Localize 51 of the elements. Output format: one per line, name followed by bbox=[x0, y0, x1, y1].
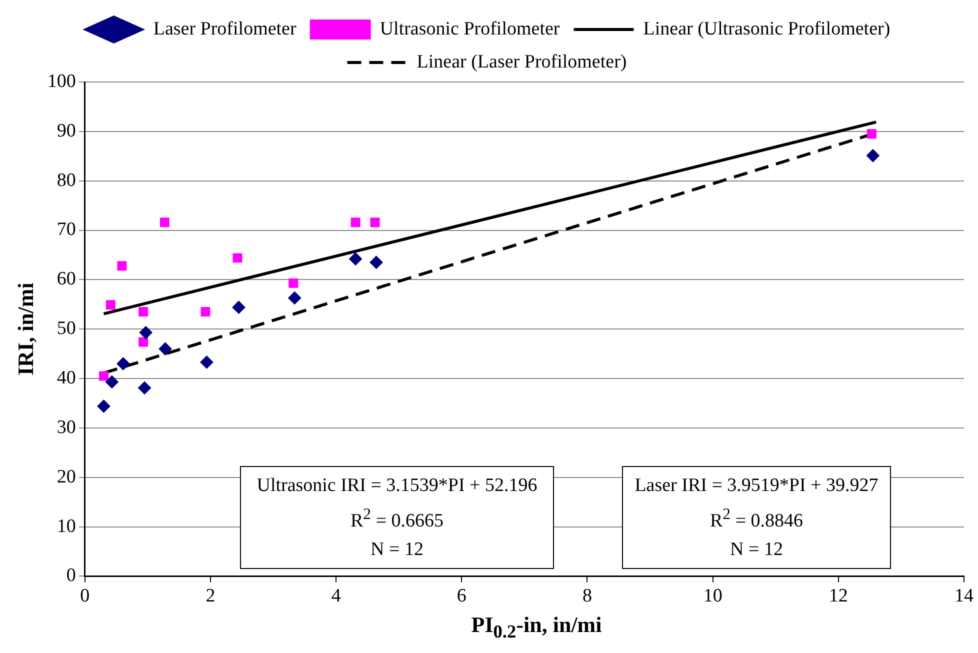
y-tick-label: 10 bbox=[56, 516, 76, 537]
point bbox=[200, 356, 214, 369]
legend-label: Linear (Laser Profilometer) bbox=[416, 51, 627, 72]
point bbox=[288, 278, 298, 288]
y-tick-label: 40 bbox=[56, 368, 76, 389]
legend-label: Laser Profilometer bbox=[153, 18, 297, 40]
point bbox=[288, 291, 302, 304]
y-tick-label: 60 bbox=[56, 268, 76, 290]
x-tick-label: 14 bbox=[954, 586, 974, 607]
y-tick-label: 50 bbox=[56, 318, 76, 340]
point bbox=[370, 218, 380, 228]
y-tick-label: 70 bbox=[56, 219, 76, 240]
x-tick-label: 8 bbox=[582, 586, 592, 607]
y-tick-label: 0 bbox=[66, 565, 76, 586]
point bbox=[117, 261, 127, 271]
annotation: Laser IRI = 3.9519*PI + 39.927 R$^{2}$ = 0.8846 N = 12 bbox=[622, 466, 891, 570]
y-tick-label: 80 bbox=[56, 170, 76, 191]
x-tick-label: 2 bbox=[206, 586, 216, 607]
point bbox=[116, 357, 130, 370]
point bbox=[866, 149, 880, 162]
point bbox=[350, 218, 360, 228]
point bbox=[866, 129, 876, 139]
point bbox=[139, 326, 152, 340]
point bbox=[105, 375, 118, 388]
legend-label: Linear (Ultrasonic Profilometer) bbox=[643, 18, 890, 40]
x-axis-title: PI$_{0.2}$-in, in/mi bbox=[470, 612, 603, 642]
point bbox=[232, 300, 246, 314]
y-tick-label: 20 bbox=[56, 466, 76, 488]
point bbox=[349, 252, 362, 266]
y-tick-label: 100 bbox=[47, 70, 76, 92]
point bbox=[138, 381, 152, 394]
point bbox=[158, 342, 172, 356]
point bbox=[138, 307, 148, 317]
point bbox=[160, 218, 170, 228]
y-tick-label: 90 bbox=[56, 120, 76, 142]
point bbox=[370, 256, 383, 269]
point bbox=[97, 400, 110, 413]
point bbox=[232, 253, 242, 263]
point bbox=[106, 300, 116, 310]
x-tick-label: 0 bbox=[80, 586, 90, 607]
point bbox=[200, 307, 210, 317]
annotation: Ultrasonic IRI = 3.1539*PI + 52.196 R$^{2}$ = 0.6665 N = 12 bbox=[240, 466, 554, 570]
legend-label: Ultrasonic Profilometer bbox=[380, 18, 560, 40]
y-tick-label: 30 bbox=[56, 416, 76, 438]
x-tick-label: 6 bbox=[456, 586, 466, 607]
x-tick-label: 10 bbox=[703, 586, 722, 607]
x-tick-label: 12 bbox=[828, 586, 848, 607]
point bbox=[138, 337, 148, 347]
point bbox=[98, 371, 108, 381]
y-axis-title: IRI, in/mi bbox=[12, 282, 38, 376]
x-tick-label: 4 bbox=[331, 586, 342, 607]
